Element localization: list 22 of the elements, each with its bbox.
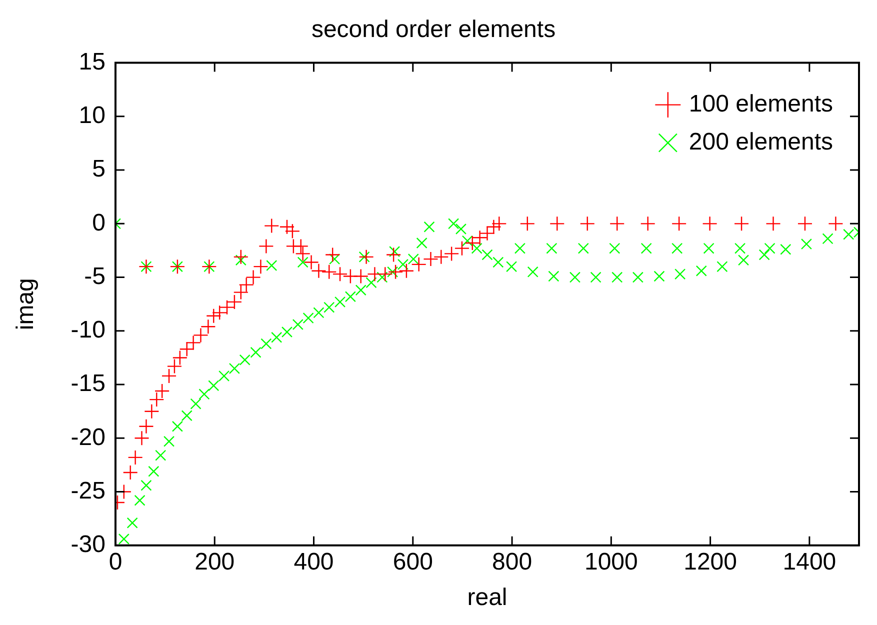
y-tick-label: 10 <box>78 102 106 130</box>
y-tick-label: -10 <box>70 316 106 344</box>
y-tick-label: 5 <box>92 156 106 183</box>
y-tick-label: 0 <box>92 209 106 236</box>
y-tick-label: 15 <box>78 48 106 76</box>
x-tick-label: 800 <box>492 548 532 576</box>
chart-title: second order elements <box>311 16 556 44</box>
x-tick-label: 1200 <box>684 548 737 576</box>
x-tick-label: 200 <box>194 548 235 576</box>
x-tick-label: 400 <box>294 548 334 576</box>
y-tick-label: -20 <box>70 424 106 451</box>
y-tick-label: -5 <box>84 262 106 290</box>
x-tick-label: 1000 <box>584 548 638 576</box>
y-tick-label: -30 <box>70 531 106 558</box>
y-tick-label: -15 <box>70 370 106 398</box>
x-tick-label: 600 <box>392 548 433 576</box>
y-axis-title: imag <box>12 278 40 330</box>
legend-label: 100 elements <box>688 90 833 118</box>
legend-label: 200 elements <box>688 128 833 156</box>
y-tick-label: -25 <box>70 477 106 504</box>
x-tick-label: 1400 <box>782 548 836 576</box>
x-axis-title: real <box>467 584 508 612</box>
